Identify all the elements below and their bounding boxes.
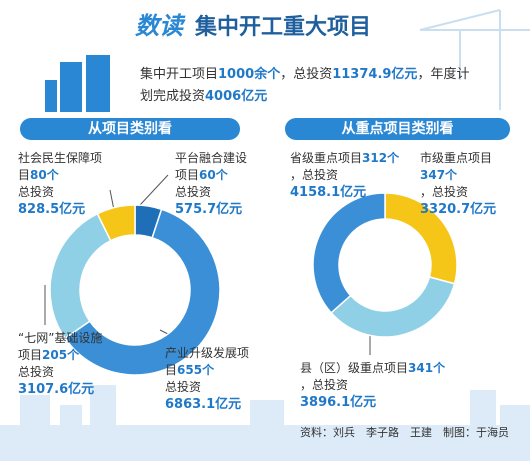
invest-label: ，总投资 <box>300 378 349 392</box>
invest-label: 总投资 <box>18 365 55 379</box>
summary-number: 1000余个 <box>218 67 281 82</box>
donut-segment <box>49 212 112 340</box>
section-header: 从重点项目类别看 <box>285 118 510 140</box>
summary: 集中开工项目1000余个，总投资11374.9亿元，年度计划完成投资4006亿元 <box>140 64 470 108</box>
category-label: 市级重点项目 <box>420 151 493 165</box>
value-label: 3896.1亿元 <box>300 395 377 410</box>
count-label: 312个 <box>362 151 400 165</box>
donut-segment <box>96 204 136 242</box>
value-label: 6863.1亿元 <box>165 397 242 412</box>
summary-number: 11374.9亿元 <box>332 67 418 82</box>
count-label: 655个 <box>177 363 215 377</box>
building-icon <box>45 55 110 112</box>
value-label: 575.7亿元 <box>175 202 243 217</box>
segment-label: 产业升级发展项目655个总投资 6863.1亿元 <box>165 345 255 413</box>
count-label: 205个 <box>42 348 80 362</box>
value-label: 3107.6亿元 <box>18 382 95 397</box>
category-label: 产业升级发展项目 <box>165 346 250 377</box>
value-label: 828.5亿元 <box>18 202 86 217</box>
invest-label: ，总投资 <box>420 185 469 199</box>
segment-label: “七网”基础设施项目205个总投资 3107.6亿元 <box>18 330 108 398</box>
category-label: 省级重点项目 <box>290 151 363 165</box>
summary-text: 集中开工项目 <box>140 67 219 82</box>
value-label: 4158.1亿元 <box>290 185 367 200</box>
segment-label: 平台融合建设项目60个总投资 575.7亿元 <box>175 150 255 218</box>
leader <box>139 174 169 206</box>
invest-label: 总投资 <box>165 380 202 394</box>
category-label: 平台融合建设项目 <box>175 151 248 182</box>
donut-segment <box>330 276 456 338</box>
section-header: 从项目类别看 <box>20 118 240 140</box>
segment-label: 县（区）级重点项目341个 ，总投资 3896.1亿元 <box>300 360 480 411</box>
source: 资料：刘兵 李子路 王建 制图：于海员 <box>300 426 509 439</box>
summary-text: ，年度计划完成投资 <box>140 67 470 104</box>
segment-label: 社会民生保障项目80个总投资 828.5亿元 <box>18 150 103 218</box>
badge: 数读 <box>135 12 186 40</box>
segment-label: 省级重点项目312个 ，总投资 4158.1亿元 <box>290 150 400 201</box>
invest-label: 总投资 <box>175 185 212 199</box>
invest-label: ，总投资 <box>290 168 339 182</box>
count-label: 60个 <box>199 168 228 182</box>
summary-number: 4006亿元 <box>205 89 268 104</box>
value-label: 3320.7亿元 <box>420 202 497 217</box>
count-label: 80个 <box>30 168 59 182</box>
donut-segment <box>63 208 221 376</box>
segment-label: 市级重点项目 347个 ，总投资 3320.7亿元 <box>420 150 515 218</box>
title: 集中开工重大项目 <box>194 14 371 40</box>
skyline <box>0 385 530 461</box>
category-label: “七网”基础设施项目 <box>18 331 103 362</box>
count-label: 341个 <box>408 361 446 375</box>
category-label: 县（区）级重点项目 <box>300 361 409 375</box>
summary-text: ，总投资 <box>280 67 333 82</box>
count-label: 347个 <box>420 168 458 182</box>
crane <box>419 9 530 110</box>
invest-label: 总投资 <box>18 185 55 199</box>
category-label: 社会民生保障项目 <box>18 151 103 182</box>
donut-segment <box>312 192 386 314</box>
